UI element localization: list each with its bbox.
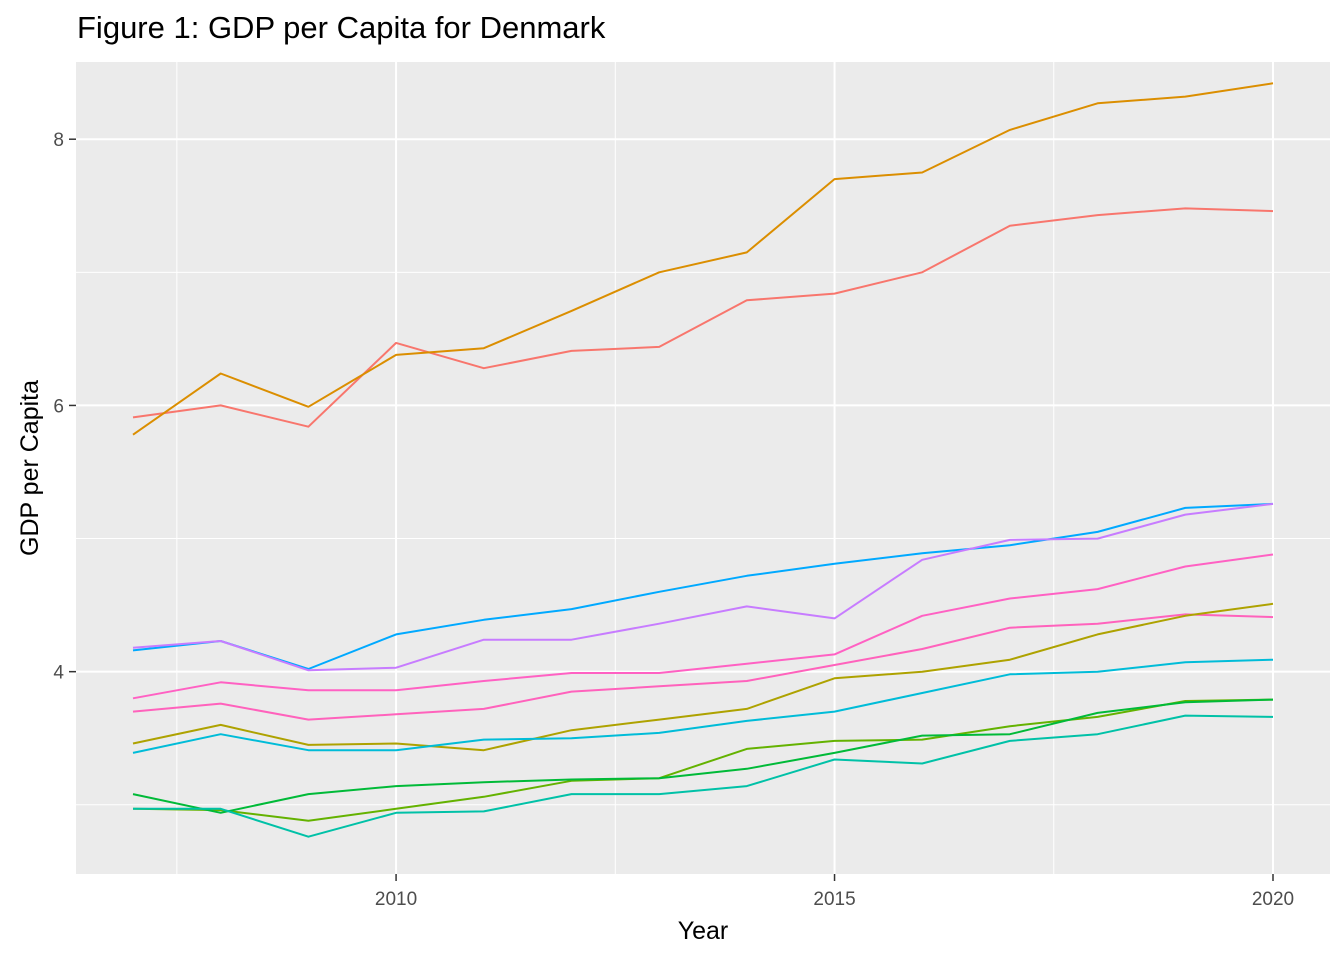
x-tick-label: 2020 [1252,889,1294,910]
series-lines [132,82,1274,838]
series-line-5 [132,553,1274,700]
y-tick-label: 8 [53,130,64,151]
major-gridlines [76,62,1330,874]
plot-panel [76,62,1330,874]
series-line-2 [132,82,1274,436]
axis-ticks [69,138,1274,881]
series-line-4 [132,502,1274,672]
x-axis-title: Year [678,917,729,945]
y-axis-title: GDP per Capita [16,380,44,556]
y-tick-label: 6 [53,396,64,417]
minor-gridlines [76,62,1330,874]
series-line-1 [132,207,1274,428]
x-tick-label: 2010 [375,889,417,910]
series-line-9 [132,698,1274,822]
series-line-11 [133,714,1274,838]
tick-labels: 2010 2015 2020 4 6 8 [53,130,1294,910]
chart-title: Figure 1: GDP per Capita for Denmark [77,10,606,45]
series-line-6 [132,613,1274,721]
y-tick-label: 4 [53,663,64,684]
series-line-3 [132,502,1274,670]
series-line-7 [132,602,1274,752]
series-line-10 [132,698,1274,814]
series-line-8 [132,658,1274,754]
x-tick-label: 2015 [813,889,855,910]
